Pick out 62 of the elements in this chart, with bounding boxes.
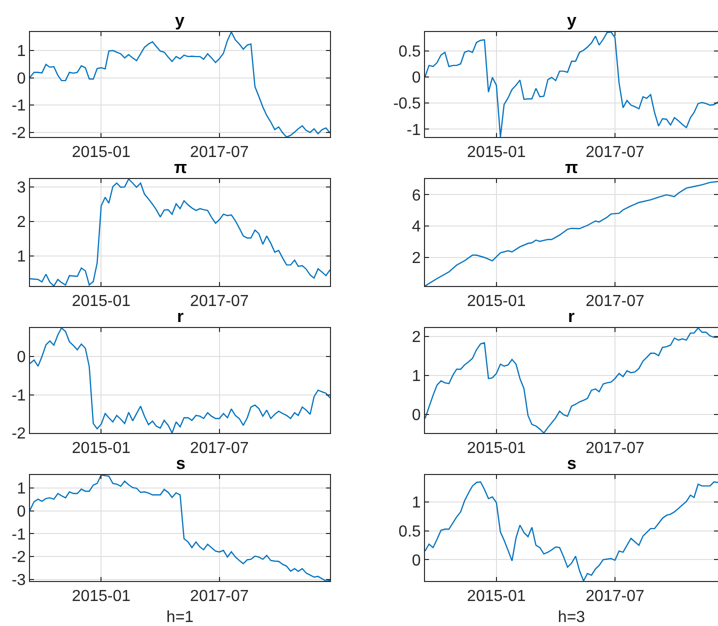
line-series	[425, 481, 718, 581]
y-tick-label: 3	[16, 180, 26, 197]
chart-title: π	[174, 158, 188, 177]
x-tick-label: 2017-07	[586, 588, 644, 606]
x-tick-label: 2017-07	[190, 144, 249, 162]
y-tick-label: -1	[12, 526, 26, 544]
y-tick-label: -0.5	[393, 96, 421, 113]
x-axis-title: h=1	[166, 608, 194, 626]
y-tick-label: -2	[12, 426, 26, 443]
chart-title: y	[567, 11, 577, 30]
x-axis-title: h=3	[558, 608, 586, 626]
x-tick-label: 2015-01	[72, 293, 131, 310]
x-tick-label: 2017-07	[190, 588, 249, 606]
y-tick-label: 1	[16, 480, 26, 498]
y-tick-label: -1	[12, 387, 26, 404]
chart-title: r	[177, 307, 184, 326]
x-tick-label: 2015-01	[467, 588, 526, 606]
chart-title: r	[568, 307, 575, 326]
x-tick-label: 2015-01	[467, 144, 526, 162]
x-tick-label: 2015-01	[72, 144, 131, 162]
y-tick-label: 0	[16, 70, 26, 88]
line-series	[425, 32, 718, 137]
line-series	[30, 179, 330, 286]
chart-title: y	[175, 11, 185, 30]
y-tick-label: -2	[12, 549, 26, 566]
x-tick-label: 2017-07	[586, 293, 644, 310]
x-tick-label: 2015-01	[467, 440, 526, 458]
chart-title: π	[565, 158, 578, 177]
x-tick-label: 2015-01	[72, 440, 131, 458]
x-tick-label: 2015-01	[72, 588, 131, 606]
x-tick-label: 2017-07	[190, 293, 249, 310]
chart-title: s	[176, 454, 186, 473]
y-tick-label: 0	[412, 406, 421, 424]
y-tick-label: -1	[12, 98, 26, 115]
x-tick-label: 2017-07	[190, 440, 249, 458]
y-tick-label: 4	[412, 218, 421, 236]
line-series	[425, 328, 718, 433]
y-tick-label: 1	[412, 494, 421, 512]
line-series	[30, 328, 330, 433]
line-series	[30, 32, 330, 137]
y-tick-label: 1	[16, 43, 26, 60]
x-tick-label: 2017-07	[586, 440, 644, 458]
y-tick-label: 0	[16, 503, 26, 520]
y-tick-label: 0	[16, 349, 26, 366]
y-tick-label: 0.5	[398, 523, 421, 540]
line-series	[425, 180, 718, 286]
y-tick-label: -2	[12, 124, 26, 142]
y-tick-label: 0	[412, 552, 421, 570]
y-tick-label: 0.5	[398, 43, 421, 60]
x-tick-label: 2017-07	[586, 144, 644, 162]
y-tick-label: -1	[406, 122, 421, 139]
x-tick-label: 2015-01	[467, 293, 526, 310]
y-tick-label: 2	[412, 329, 421, 346]
y-tick-label: 6	[412, 187, 421, 204]
chart-title: s	[567, 454, 576, 473]
y-tick-label: 2	[412, 250, 421, 267]
line-series	[30, 475, 330, 581]
y-tick-label: 1	[16, 248, 26, 266]
y-tick-label: -3	[12, 572, 26, 589]
y-tick-label: 1	[412, 368, 421, 386]
y-tick-label: 0	[412, 70, 421, 87]
y-tick-label: 2	[16, 214, 26, 232]
